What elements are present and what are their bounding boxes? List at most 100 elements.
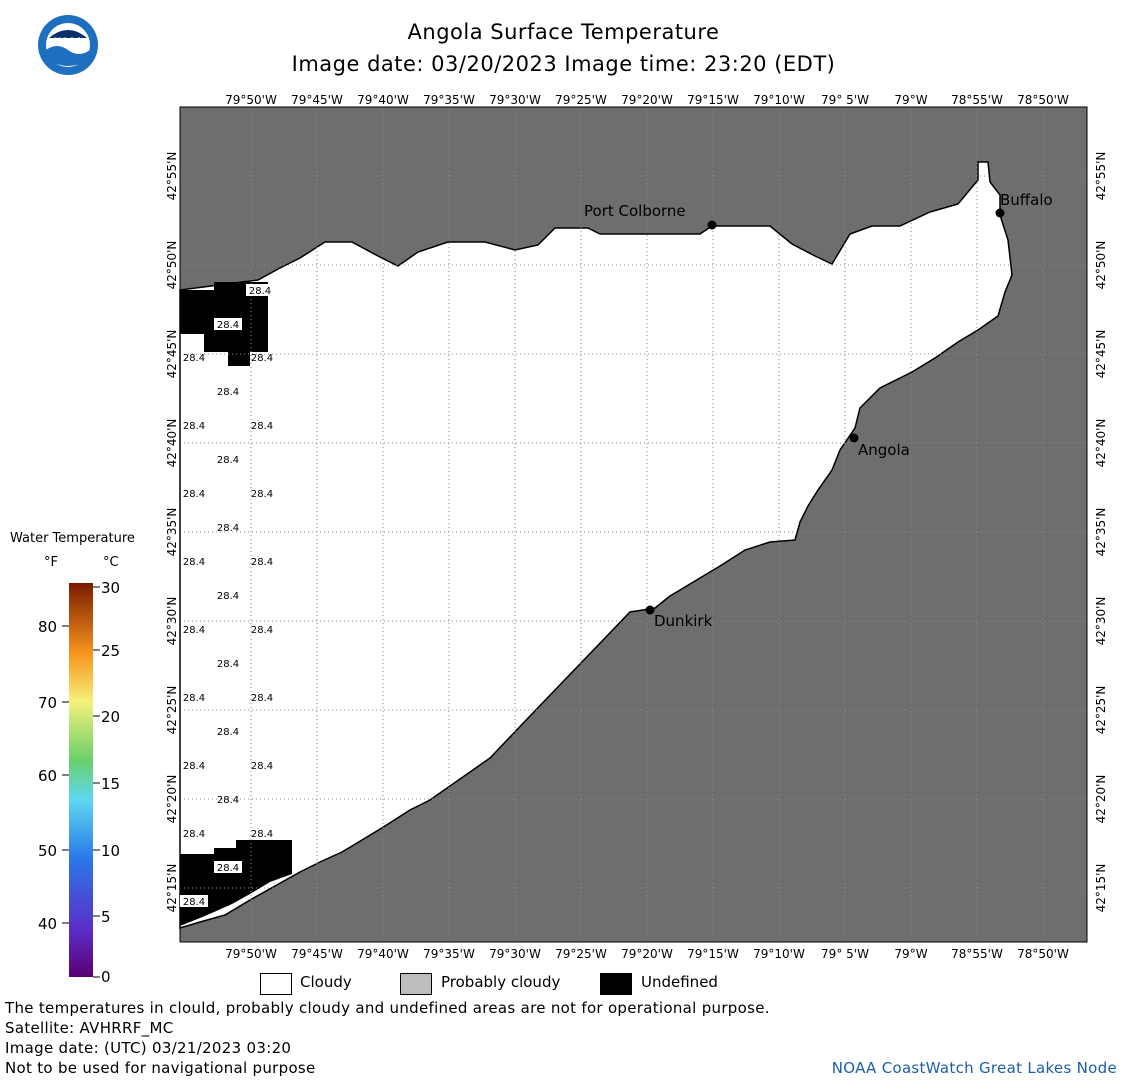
lon-label-top: 78°55'W	[951, 93, 1003, 107]
c-tick-25: 25	[101, 642, 121, 660]
key-cloudy-swatch	[260, 973, 292, 995]
utc-date-text: Image date: (UTC) 03/21/2023 03:20	[5, 1039, 292, 1057]
temperature-values: 28.4 28.4 28.4 28.4 28.4 28.4 28.4 28.4 28.4 28.4…	[180, 284, 274, 908]
lon-label-bottom: 79°50'W	[225, 947, 277, 961]
color-scale-bar	[69, 583, 93, 977]
f-tick-60: 60	[38, 767, 58, 785]
lat-label-left: 42°45'N	[165, 330, 179, 379]
city-label: Buffalo	[1000, 191, 1053, 209]
f-tick-40: 40	[38, 915, 58, 933]
lon-label-top: 79°10'W	[753, 93, 805, 107]
lat-labels-left: 42°55'N 42°50'N 42°45'N 42°40'N 42°35'N 42°30…	[165, 152, 179, 913]
c-tick-30: 30	[101, 579, 121, 597]
lon-label-top: 79°45'W	[291, 93, 343, 107]
lon-label-bottom: 79°10'W	[753, 947, 805, 961]
key-probably-cloudy-swatch	[400, 973, 432, 995]
temp-value-label: 28.4	[217, 387, 239, 398]
temp-value-label: 28.4	[183, 829, 205, 840]
lat-labels-right: 42°55'N 42°50'N 42°45'N 42°40'N 42°35'N 42°30…	[1094, 152, 1108, 913]
navigation-warning: Not to be used for navigational purpose	[5, 1059, 316, 1077]
lon-label-top: 79°15'W	[687, 93, 739, 107]
city-label: Port Colborne	[584, 202, 686, 220]
temp-value-label: 28.4	[251, 421, 273, 432]
temp-value-label: 28.4	[251, 353, 273, 364]
c-tick-20: 20	[101, 708, 121, 726]
lon-label-top: 79° 5'W	[821, 93, 869, 107]
city-marker-icon	[849, 433, 859, 443]
temp-value-label: 28.4	[217, 659, 239, 670]
lat-label-left: 42°30'N	[165, 597, 179, 646]
lat-label-right: 42°20'N	[1094, 775, 1108, 824]
lon-label-bottom: 79°45'W	[291, 947, 343, 961]
page-title: Angola Surface Temperature	[407, 20, 720, 44]
key-cloudy-label: Cloudy	[300, 973, 352, 991]
satellite-text: Satellite: AVHRRF_MC	[5, 1019, 174, 1037]
unit-celsius: °C	[103, 555, 119, 570]
c-tick-0: 0	[101, 968, 111, 986]
f-tick-50: 50	[38, 842, 58, 860]
city-marker-icon	[707, 220, 717, 230]
f-tick-80: 80	[38, 618, 58, 636]
temp-value-label: 28.4	[217, 863, 239, 874]
lon-label-bottom: 78°50'W	[1017, 947, 1069, 961]
lat-label-left: 42°55'N	[165, 152, 179, 201]
lat-label-right: 42°25'N	[1094, 686, 1108, 735]
temp-value-label: 28.4	[217, 320, 239, 331]
lat-label-left: 42°40'N	[165, 419, 179, 468]
unit-fahrenheit: °F	[44, 555, 58, 570]
lat-label-left: 42°50'N	[165, 241, 179, 290]
temp-value-label: 28.4	[183, 693, 205, 704]
lon-label-top: 79°30'W	[489, 93, 541, 107]
temp-value-label: 28.4	[251, 829, 273, 840]
city-marker-icon	[995, 208, 1005, 218]
temp-value-label: 28.4	[183, 353, 205, 364]
temp-label-bg	[180, 895, 208, 907]
lon-label-top: 78°50'W	[1017, 93, 1069, 107]
map-frame	[179, 106, 1088, 943]
temp-value-label: 28.4	[183, 421, 205, 432]
temp-value-label: 28.4	[183, 761, 205, 772]
temp-value-label: 28.4	[183, 897, 205, 908]
lon-label-top: 79°20'W	[621, 93, 673, 107]
lat-label-right: 42°15'N	[1094, 864, 1108, 913]
temp-value-label: 28.4	[217, 795, 239, 806]
temp-value-label: 28.4	[217, 523, 239, 534]
city-buffalo: Buffalo	[995, 191, 1053, 218]
c-tick-15: 15	[101, 775, 121, 793]
lon-label-bottom: 79° 5'W	[821, 947, 869, 961]
temp-value-label: 28.4	[251, 489, 273, 500]
lat-label-right: 42°40'N	[1094, 419, 1108, 468]
temp-value-label: 28.4	[251, 761, 273, 772]
logo-text: NOAA	[54, 37, 83, 47]
lon-label-top: 79°35'W	[423, 93, 475, 107]
lon-label-bottom: 79°30'W	[489, 947, 541, 961]
temp-value-label: 28.4	[249, 286, 271, 297]
lat-label-left: 42°15'N	[165, 864, 179, 913]
lat-label-right: 42°45'N	[1094, 330, 1108, 379]
city-label: Dunkirk	[654, 612, 713, 630]
lon-label-top: 79°W	[894, 93, 927, 107]
temp-value-label: 28.4	[217, 727, 239, 738]
color-scale-ticks	[62, 586, 100, 978]
temp-label-bg	[214, 318, 242, 330]
lat-label-right: 42°55'N	[1094, 152, 1108, 201]
lat-label-left: 42°35'N	[165, 508, 179, 557]
temp-value-label: 28.4	[183, 625, 205, 636]
lon-label-bottom: 79°W	[894, 947, 927, 961]
lon-label-bottom: 79°25'W	[555, 947, 607, 961]
temp-value-label: 28.4	[251, 557, 273, 568]
lon-label-bottom: 79°20'W	[621, 947, 673, 961]
lat-label-right: 42°35'N	[1094, 508, 1108, 557]
key-undefined-label: Undefined	[641, 973, 718, 991]
lon-label-top: 79°40'W	[357, 93, 409, 107]
image-date-time: Image date: 03/20/2023 Image time: 23:20…	[291, 52, 836, 76]
temp-value-label: 28.4	[183, 557, 205, 568]
credit-link[interactable]: NOAA CoastWatch Great Lakes Node	[831, 1059, 1117, 1077]
lat-label-right: 42°30'N	[1094, 597, 1108, 646]
lat-label-left: 42°20'N	[165, 775, 179, 824]
temp-value-label: 28.4	[251, 693, 273, 704]
legend-title: Water Temperature	[10, 531, 135, 546]
disclaimer-text: The temperatures in clould, probably clo…	[5, 999, 770, 1017]
temp-value-label: 28.4	[183, 489, 205, 500]
